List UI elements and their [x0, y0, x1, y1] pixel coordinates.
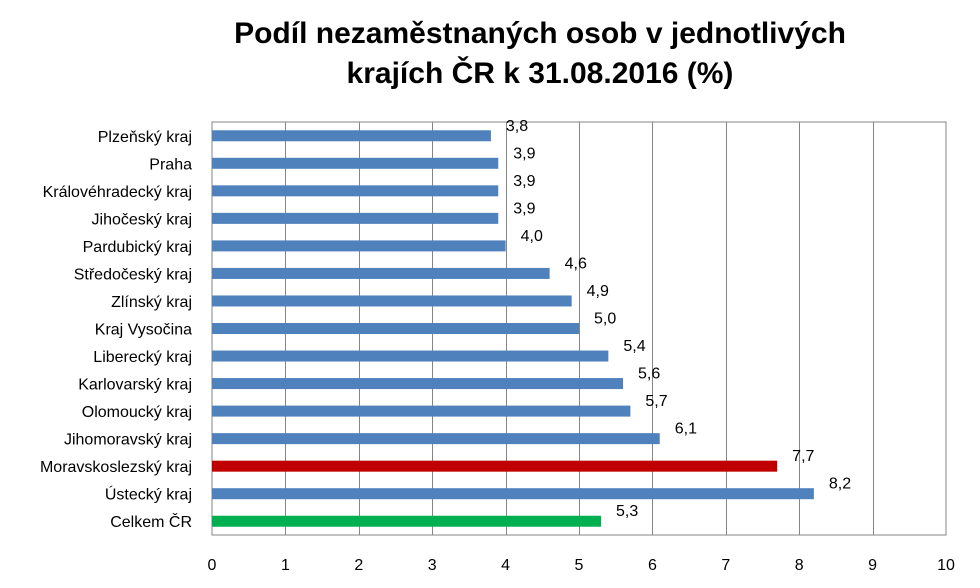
bar [212, 433, 660, 445]
bar [212, 267, 550, 279]
x-tick-label: 6 [648, 557, 657, 574]
category-label: Praha [149, 156, 192, 173]
category-label: Ústecký kraj [105, 485, 192, 504]
data-label: 3,9 [513, 200, 535, 217]
data-label: 3,8 [506, 118, 528, 135]
category-label: Plzeňský kraj [98, 129, 192, 146]
bar [212, 240, 506, 252]
bar [212, 323, 579, 334]
category-label: Jihočeský kraj [92, 211, 192, 228]
category-label: Zlínský kraj [111, 294, 192, 311]
x-tick-label: 9 [868, 557, 877, 574]
bar [212, 157, 499, 169]
category-label: Moravskoslezský kraj [40, 459, 192, 476]
category-label: Kraj Vysočina [95, 322, 192, 339]
x-tick-label: 5 [575, 557, 584, 574]
bar [212, 212, 499, 224]
x-tick-label: 3 [428, 557, 437, 574]
bars [212, 130, 814, 527]
bar [212, 295, 572, 307]
x-tick-label: 8 [795, 557, 804, 574]
bar [212, 350, 609, 362]
category-label: Jihomoravský kraj [64, 432, 192, 449]
category-label: Celkem ČR [110, 512, 192, 531]
data-label: 3,9 [513, 145, 535, 162]
bar [212, 130, 491, 142]
category-labels: Plzeňský kraj Praha Královéhradecký kraj Ji… [40, 129, 192, 531]
data-label: 5,4 [623, 338, 645, 355]
chart-title-line-1: Podíl nezaměstnaných osob v jednotlivých [234, 17, 846, 50]
data-label: 5,6 [638, 366, 660, 383]
bar [212, 405, 631, 417]
data-label: 7,7 [792, 448, 814, 465]
x-tick-label: 10 [937, 557, 955, 574]
bar [212, 378, 624, 390]
data-label: 3,9 [513, 173, 535, 190]
chart-title-line-2: krajích ČR k 31.08.2016 (%) [346, 57, 734, 90]
bar [212, 515, 602, 527]
data-label: 8,2 [829, 476, 851, 493]
x-tick-label: 2 [354, 557, 363, 574]
data-labels: 3,8 3,9 3,9 3,9 4,0 4,64,9 5,0 5,4 5,6 5,7 6,1 7,7 8… [506, 118, 851, 520]
category-label: Liberecký kraj [93, 349, 192, 366]
x-tick-label: 7 [721, 557, 730, 574]
data-label: 6,1 [675, 421, 697, 438]
data-label: 4,9 [587, 283, 609, 300]
x-tick-label: 0 [208, 557, 217, 574]
data-label: 5,0 [594, 311, 616, 328]
data-label: 5,7 [645, 393, 667, 410]
bar [212, 488, 814, 500]
x-tick-label: 1 [281, 557, 290, 574]
bar [212, 460, 778, 472]
chart-title: Podíl nezaměstnaných osob v jednotlivých… [0, 14, 980, 94]
data-label: 5,3 [616, 503, 638, 520]
category-label: Středočeský kraj [74, 266, 192, 283]
data-label: 4,0 [521, 228, 543, 245]
category-label: Pardubický kraj [83, 239, 192, 256]
category-label: Olomoucký kraj [82, 404, 192, 421]
data-label: 4,6 [565, 255, 587, 272]
bar [212, 185, 499, 197]
category-label: Královéhradecký kraj [43, 184, 192, 201]
x-tick-label: 4 [501, 557, 510, 574]
category-label: Karlovarský kraj [78, 377, 192, 394]
x-axis-tick-labels: 0 1 2 3 4 5 6 7 8 9 10 [208, 557, 955, 574]
